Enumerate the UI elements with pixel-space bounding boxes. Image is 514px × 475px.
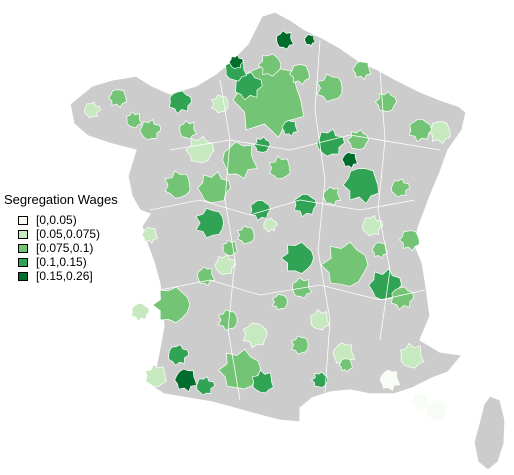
zone-area — [390, 286, 414, 311]
zone-area — [288, 64, 310, 85]
zone-area — [108, 89, 127, 108]
legend-swatch — [18, 215, 28, 225]
zone-area — [390, 178, 410, 198]
department-border — [159, 279, 426, 301]
corsica-outline — [473, 395, 506, 471]
zone-area — [316, 73, 343, 102]
zone-area — [361, 215, 384, 237]
zone-area — [236, 225, 255, 245]
zone-area — [352, 61, 371, 80]
zone-area — [409, 393, 429, 412]
zone-area — [374, 91, 397, 112]
zone-area — [342, 168, 380, 205]
zone-area — [276, 30, 295, 50]
zone-area — [126, 111, 142, 129]
zone-area — [164, 170, 191, 199]
department-border — [219, 79, 241, 401]
legend-swatch — [18, 229, 28, 239]
zone-area — [379, 369, 401, 392]
zone-area — [222, 141, 258, 180]
zone-area — [408, 118, 432, 143]
legend-label: [0.1,0.15) — [36, 255, 87, 269]
zone-area — [310, 308, 331, 331]
zone-area — [139, 118, 162, 141]
legend-items: [0,0.05) [0.05,0.075) [0.075,0.1) [0.1,0… — [4, 213, 118, 283]
department-border — [169, 134, 441, 151]
map-legend: Segregation Wages [0,0.05) [0.05,0.075) … — [4, 192, 118, 283]
zone-area — [371, 242, 388, 259]
zone-area — [131, 302, 150, 322]
zone-area — [168, 344, 190, 366]
legend-item: [0.1,0.15) — [18, 255, 118, 269]
legend-swatch — [18, 257, 28, 267]
zone-area — [263, 217, 278, 233]
zone-area — [268, 155, 291, 180]
zone-area — [253, 136, 271, 153]
zone-area — [141, 227, 158, 244]
zone-area — [210, 94, 229, 114]
legend-label: [0,0.05) — [36, 213, 77, 227]
zone-area — [304, 33, 316, 47]
legend-swatch — [18, 271, 28, 281]
legend-item: [0,0.05) — [18, 213, 118, 227]
zone-area — [144, 363, 167, 388]
zone-area — [311, 371, 329, 388]
zone-area — [320, 241, 369, 287]
zone-area — [280, 241, 314, 274]
department-border — [149, 199, 416, 216]
zone-area — [195, 376, 215, 396]
zone-area — [400, 342, 425, 369]
zone-area — [271, 293, 288, 311]
zone-area — [195, 207, 224, 239]
zone-area — [235, 72, 263, 101]
zone-area — [169, 90, 192, 115]
department-border — [377, 69, 391, 341]
zone-area — [290, 335, 309, 355]
zone-area — [197, 171, 231, 204]
zone-area — [214, 253, 237, 276]
zone-area — [228, 54, 244, 69]
legend-item: [0.05,0.075) — [18, 227, 118, 241]
zone-area — [257, 53, 282, 77]
zone-area — [341, 151, 358, 169]
zone-area — [197, 266, 216, 286]
zone-area — [152, 286, 191, 324]
legend-title: Segregation Wages — [4, 192, 118, 207]
legend-label: [0.15,0.26] — [36, 269, 93, 283]
legend-label: [0.05,0.075) — [36, 227, 101, 241]
zone-area — [346, 129, 369, 150]
zone-area — [242, 322, 268, 349]
zone-area — [174, 368, 198, 393]
zone-area — [249, 200, 271, 222]
legend-swatch — [18, 243, 28, 253]
department-border — [314, 39, 331, 393]
legend-item: [0.15,0.26] — [18, 269, 118, 283]
zone-area — [281, 120, 298, 137]
zone-area — [179, 120, 198, 140]
zone-area — [185, 135, 215, 163]
zone-area — [424, 397, 447, 422]
zone-area — [217, 309, 238, 331]
legend-label: [0.075,0.1) — [36, 241, 94, 255]
zone-area — [218, 348, 262, 390]
zone-area — [83, 101, 101, 119]
zone-area — [338, 358, 353, 373]
legend-item: [0.075,0.1) — [18, 241, 118, 255]
zone-area — [251, 369, 274, 394]
zone-area — [398, 230, 420, 251]
